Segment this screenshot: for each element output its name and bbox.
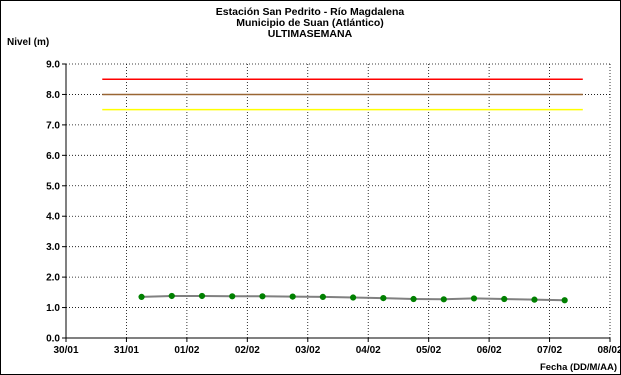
data-point [501, 295, 508, 303]
x-tick-label: 31/01 [114, 345, 139, 356]
x-tick-label: 08/02 [597, 345, 620, 356]
y-tick-label: 8.0 [46, 90, 60, 101]
data-point [410, 295, 417, 303]
data-point [561, 297, 568, 304]
x-tick-label: 01/02 [174, 345, 199, 356]
data-point [289, 293, 296, 300]
x-tick-label: 05/02 [416, 345, 441, 356]
y-tick-label: 2.0 [46, 273, 60, 284]
data-point [350, 294, 357, 301]
data-point [259, 293, 266, 300]
x-tick-label: 03/02 [295, 345, 320, 356]
x-tick-label: 06/02 [477, 345, 502, 356]
x-tick-label: 04/02 [356, 345, 381, 356]
data-point [440, 296, 447, 303]
x-tick-label: 30/01 [53, 345, 78, 356]
data-point [229, 293, 236, 300]
chart-title: Estación San Pedrito - Río Magdalena [216, 6, 405, 18]
y-tick-label: 9.0 [46, 60, 60, 71]
chart-subtitle-week: ULTIMASEMANA [268, 28, 353, 40]
x-tick-label: 07/02 [537, 345, 562, 356]
data-point [470, 295, 478, 302]
x-tick-label: 02/02 [235, 345, 260, 356]
data-point [531, 296, 538, 303]
y-tick-label: 5.0 [46, 181, 60, 192]
x-axis-label: Fecha (DD/M/AA) [540, 362, 617, 373]
chart-subtitle: Municipio de Suan (Atlántico) [236, 17, 384, 29]
data-point [319, 293, 326, 300]
plot-area: 0.0 1.0 2.0 3.0 4.0 5.0 6.0 7.0 8.0 9.0 30/01 31/01… [46, 60, 620, 357]
y-tick-label: 7.0 [46, 120, 60, 131]
data-point [168, 292, 175, 300]
y-tick-label: 4.0 [46, 212, 60, 223]
y-tick-label: 6.0 [46, 151, 60, 162]
y-tick-label: 3.0 [46, 242, 60, 253]
y-axis-label: Nivel (m) [7, 37, 49, 48]
data-point [380, 295, 387, 302]
y-tick-label: 1.0 [46, 303, 60, 314]
data-point [198, 292, 206, 300]
y-tick-label: 0.0 [46, 334, 60, 345]
data-point [138, 293, 145, 300]
